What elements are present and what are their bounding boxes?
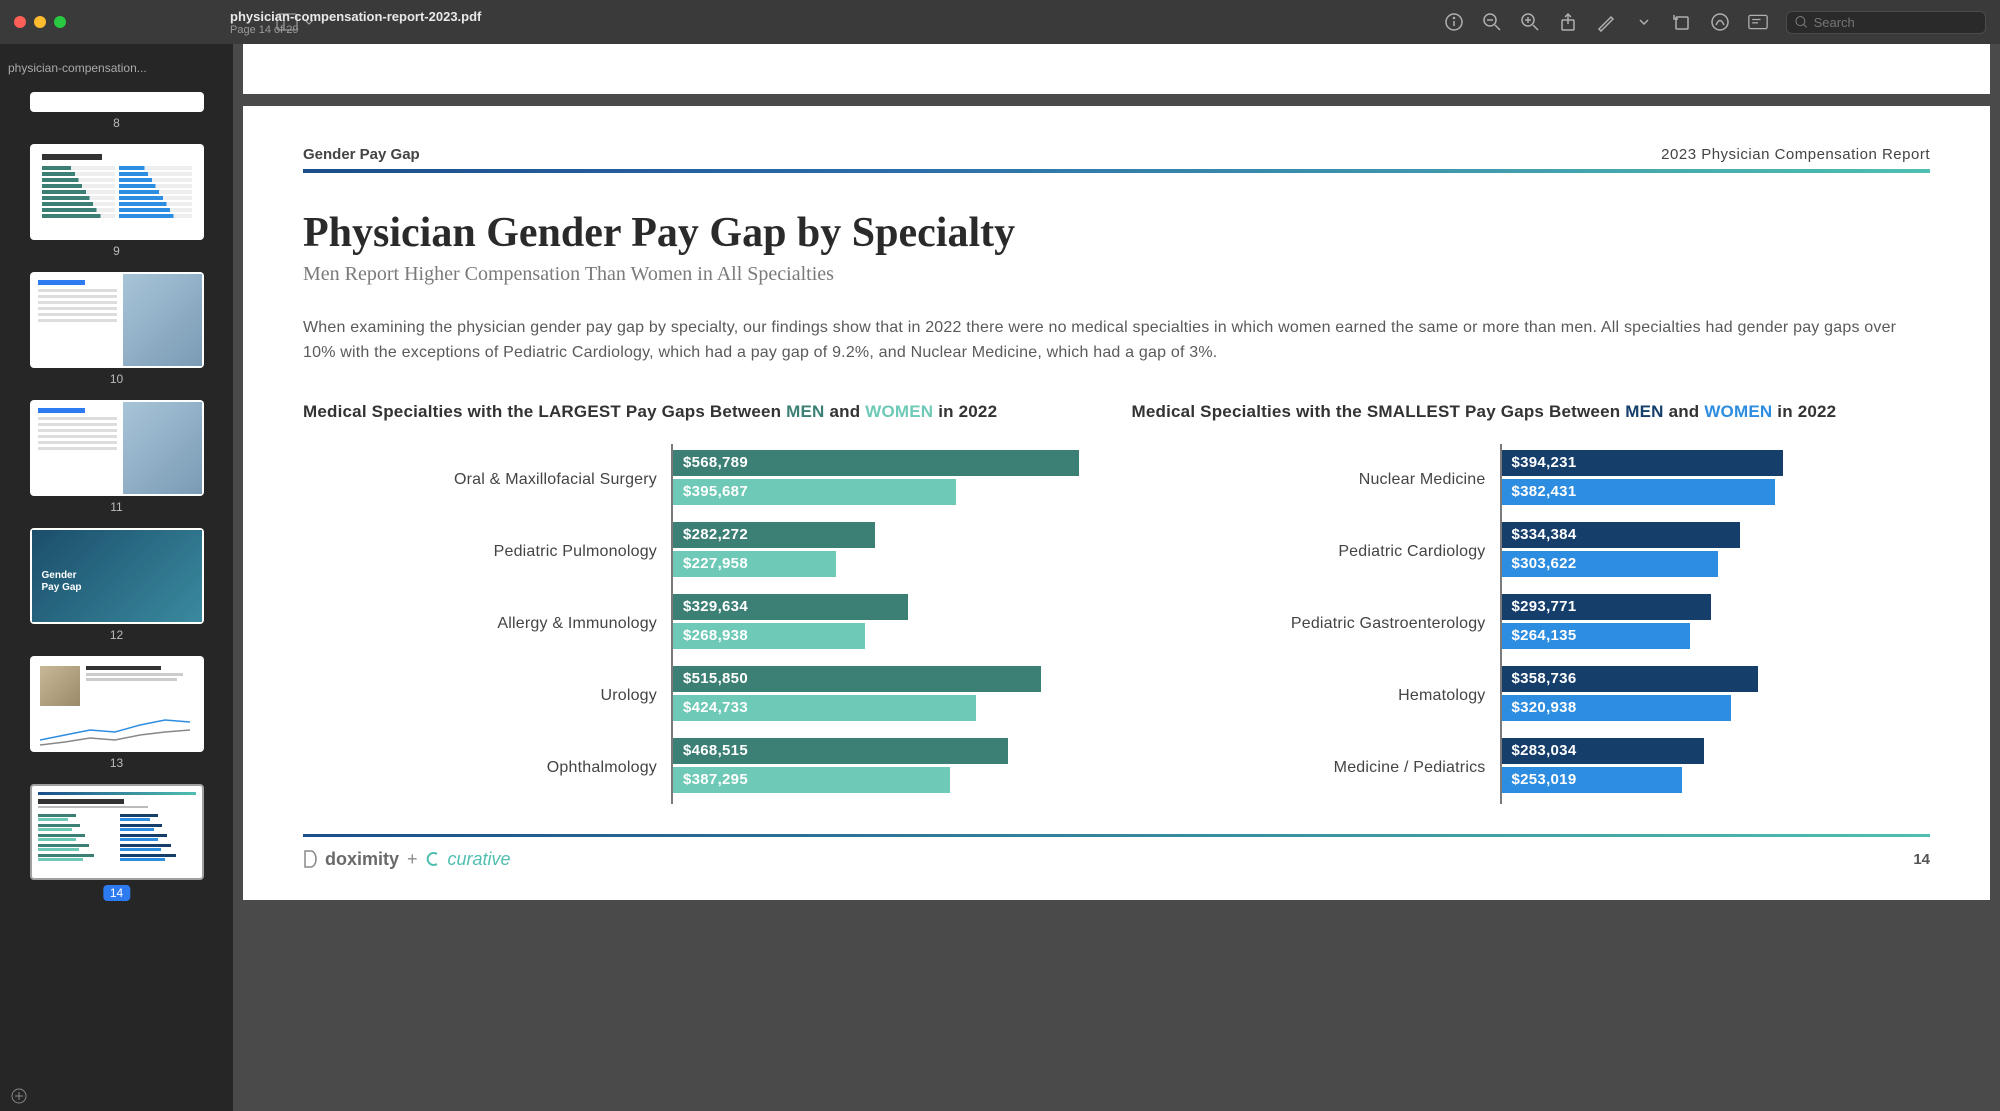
curative-logo-icon [426,850,440,868]
toolbar [1444,11,1986,34]
search-input[interactable] [1814,15,1977,30]
form-icon[interactable] [1748,12,1768,32]
document-title: physician-compensation-report-2023.pdf [230,9,481,24]
bar-women: $253,019 [1502,767,1683,793]
thumbnail-page-12[interactable]: GenderPay Gap [30,528,204,624]
add-page-icon[interactable] [10,1087,28,1105]
header-rule [303,169,1930,173]
page-number: 14 [1913,851,1930,868]
bar-men: $394,231 [1502,450,1784,476]
bar-women: $303,622 [1502,551,1719,577]
highlight-icon[interactable] [1596,12,1616,32]
bar-men: $515,850 [673,666,1041,692]
chart-largest-gaps: Medical Specialties with the LARGEST Pay… [303,402,1102,804]
bar-women: $320,938 [1502,695,1731,721]
chevron-down-icon[interactable] [1634,12,1654,32]
close-window-button[interactable] [14,16,26,28]
footer-brands: doximity + curative [303,849,511,870]
thumbnail-page-11[interactable] [30,400,204,496]
chart-smallest-gaps: Medical Specialties with the SMALLEST Pa… [1132,402,1931,804]
titlebar: physician-compensation-report-2023.pdf P… [0,0,2000,44]
page-title: Physician Gender Pay Gap by Specialty [303,209,1930,257]
chart-title-right: Medical Specialties with the SMALLEST Pa… [1132,402,1931,422]
thumbnail-label: 14 [103,885,130,901]
bar-men: $282,272 [673,522,875,548]
zoom-in-icon[interactable] [1520,12,1540,32]
rotate-icon[interactable] [1672,12,1692,32]
brand-curative: curative [448,849,511,870]
previous-page-sliver [243,44,1990,94]
chart-row-label: Medicine / Pediatrics [1132,732,1500,804]
thumbnail-page-9[interactable] [30,144,204,240]
share-icon[interactable] [1558,12,1578,32]
bar-men: $468,515 [673,738,1008,764]
minimize-window-button[interactable] [34,16,46,28]
bar-women: $227,958 [673,551,836,577]
chart-row-label: Pediatric Gastroenterology [1132,588,1500,660]
chart-row-label: Pediatric Cardiology [1132,516,1500,588]
bar-men: $568,789 [673,450,1079,476]
chart-row-label: Hematology [1132,660,1500,732]
doximity-logo-icon [303,850,317,868]
body-paragraph: When examining the physician gender pay … [303,316,1930,366]
page-14: Gender Pay Gap 2023 Physician Compensati… [243,106,1990,900]
chart-row-label: Pediatric Pulmonology [303,516,671,588]
page-indicator: Page 14 of 29 [230,24,481,36]
brand-doximity: doximity [325,849,399,870]
page-viewport[interactable]: Gender Pay Gap 2023 Physician Compensati… [233,44,2000,1111]
thumbnail-label: 8 [0,116,233,130]
zoom-window-button[interactable] [54,16,66,28]
chart-title-left: Medical Specialties with the LARGEST Pay… [303,402,1102,422]
thumbnail-label: 11 [0,500,233,514]
thumbnail-label: 10 [0,372,233,386]
thumbnail-sidebar[interactable]: physician-compensation... 8 9 10 11 GenderPa… [0,44,233,1111]
runhead-right: 2023 Physician Compensation Report [1661,146,1930,163]
chart-row-label: Ophthalmology [303,732,671,804]
zoom-out-icon[interactable] [1482,12,1502,32]
runhead-left: Gender Pay Gap [303,146,420,163]
brand-plus: + [407,849,418,870]
footer-rule [303,834,1930,837]
markup-icon[interactable] [1710,12,1730,32]
search-icon [1795,15,1808,29]
chart-row-label: Urology [303,660,671,732]
running-head: Gender Pay Gap 2023 Physician Compensati… [303,146,1930,163]
bar-men: $283,034 [1502,738,1704,764]
bar-men: $293,771 [1502,594,1712,620]
bar-women: $424,733 [673,695,976,721]
thumbnail-label: 13 [0,756,233,770]
chart-row-label: Oral & Maxillofacial Surgery [303,444,671,516]
page-subtitle: Men Report Higher Compensation Than Wome… [303,263,1930,286]
thumbnail-page-14[interactable] [30,784,204,880]
bar-women: $264,135 [1502,623,1691,649]
sidebar-tabstrip: physician-compensation... [0,52,233,84]
search-box[interactable] [1786,11,1986,34]
bar-men: $358,736 [1502,666,1758,692]
window-controls [14,16,66,28]
thumbnail-page-13[interactable] [30,656,204,752]
bar-men: $329,634 [673,594,908,620]
thumbnail-label: 12 [0,628,233,642]
sidebar-tab[interactable]: physician-compensation... [8,61,147,75]
thumbnail-page-10[interactable] [30,272,204,368]
bar-women: $387,295 [673,767,950,793]
titlebar-title-block: physician-compensation-report-2023.pdf P… [230,9,481,36]
bar-women: $395,687 [673,479,956,505]
page-footer: doximity + curative 14 [303,834,1930,870]
bar-women: $382,431 [1502,479,1775,505]
chart-row-label: Allergy & Immunology [303,588,671,660]
bar-women: $268,938 [673,623,865,649]
thumbnail-label: 9 [0,244,233,258]
bar-men: $334,384 [1502,522,1741,548]
sidebar-footer [0,1081,233,1111]
thumbnail-page-8[interactable] [30,92,204,112]
charts-row: Medical Specialties with the LARGEST Pay… [303,402,1930,804]
chart-row-label: Nuclear Medicine [1132,444,1500,516]
info-icon[interactable] [1444,12,1464,32]
